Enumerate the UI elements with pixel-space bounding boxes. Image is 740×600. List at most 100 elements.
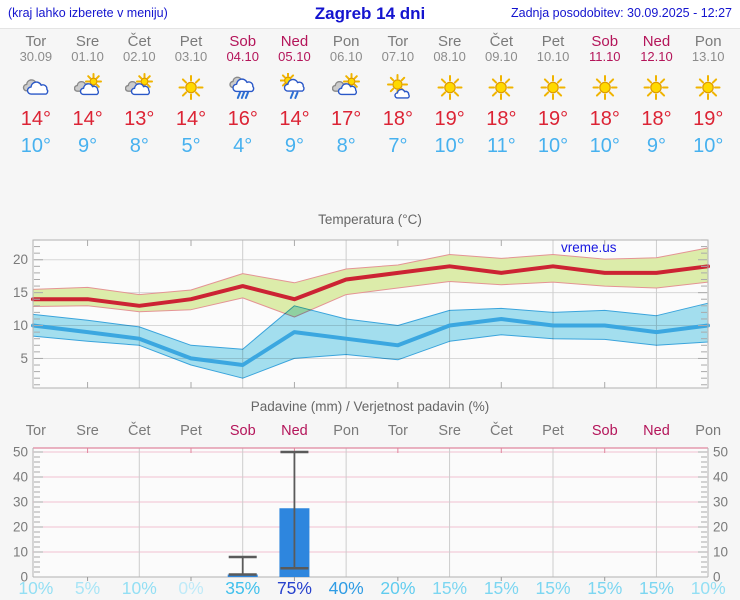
low-temp: 7° — [388, 135, 408, 157]
high-temp: 18° — [589, 108, 620, 130]
low-temp: 9° — [646, 135, 667, 157]
precip-day-label: Sre — [76, 423, 99, 439]
precip-probability: 15% — [432, 578, 468, 598]
vreme-us-link[interactable]: vreme.us — [561, 240, 617, 255]
low-temp: 5° — [181, 135, 201, 157]
temp-axis-label: 5 — [20, 351, 28, 366]
day-column: Čet 09.10 18° 11° — [475, 33, 527, 157]
high-temp: 18° — [641, 108, 672, 130]
temp-axis-label: 10 — [13, 318, 28, 333]
rainy-icon — [229, 73, 257, 101]
sun-rain-icon — [280, 72, 308, 101]
precip-probability: 20% — [380, 578, 416, 598]
precip-axis-label-left: 40 — [13, 470, 28, 485]
precip-day-label: Čet — [490, 423, 513, 439]
high-temp: 19° — [693, 108, 724, 130]
precip-probability: 10% — [121, 578, 157, 598]
high-temp: 19° — [434, 108, 465, 130]
temperature-chart: 5 10 15 20 vreme.us — [13, 239, 710, 389]
day-name: Pon — [694, 33, 722, 50]
precip-axis-label-left: 10 — [13, 545, 28, 560]
day-date: 06.10 — [329, 49, 363, 64]
precip-probability: 40% — [328, 578, 364, 598]
precip-day-label: Čet — [128, 423, 151, 439]
day-date: 30.09 — [19, 49, 53, 64]
temp-axis-label: 15 — [13, 285, 28, 300]
low-temp: 8° — [129, 135, 149, 157]
low-temp: 9° — [78, 135, 98, 157]
precip-day-label: Sob — [229, 423, 256, 439]
precip-probability: 5% — [74, 578, 101, 598]
low-temp: 4° — [233, 135, 253, 157]
day-name: Pet — [541, 33, 565, 50]
high-temp: 13° — [124, 108, 155, 130]
day-column: Pon 13.10 19° 10° — [682, 33, 734, 157]
precip-day-label: Pet — [542, 423, 564, 439]
day-column: Tor 07.10 18° 7° — [372, 33, 424, 157]
precip-day-label: Sob — [591, 423, 618, 439]
day-name: Ned — [280, 33, 309, 50]
precip-day-label: Sre — [438, 423, 461, 439]
sunny-icon — [694, 73, 722, 101]
precip-day-label: Pon — [333, 423, 360, 439]
cloudy-icon — [22, 73, 50, 101]
low-temp: 10° — [537, 135, 569, 157]
day-column: Ned 05.10 14° 9° — [269, 33, 321, 157]
high-temp: 19° — [537, 108, 569, 130]
day-column: Pet 03.10 14° 5° — [165, 33, 217, 157]
low-temp: 11° — [486, 135, 516, 157]
high-temp: 14° — [20, 108, 51, 130]
day-name: Sob — [229, 33, 257, 50]
high-temp: 18° — [382, 108, 414, 130]
mostly-sunny-icon — [384, 73, 412, 101]
high-temp: 16° — [227, 108, 258, 130]
day-date: 10.10 — [536, 49, 570, 64]
sunny-icon — [539, 73, 567, 101]
sunny-icon — [487, 73, 515, 101]
precipitation-chart: 0 0 10 10 20 20 30 30 40 40 50 50 — [13, 445, 728, 583]
low-temp: 9° — [284, 135, 305, 157]
precip-axis-label-right: 50 — [713, 445, 728, 460]
low-temp: 10° — [434, 135, 465, 157]
precip-probability: 15% — [483, 578, 519, 598]
high-temp: 18° — [486, 108, 517, 130]
temp-axis-label: 20 — [13, 252, 28, 267]
day-name: Pon — [332, 33, 360, 50]
precip-day-label: Pet — [180, 423, 202, 439]
precip-axis-label-left: 50 — [13, 445, 28, 460]
precip-probability: 0% — [178, 578, 204, 598]
day-column: Sre 08.10 19° 10° — [424, 33, 476, 157]
precip-day-label: Ned — [281, 423, 308, 439]
sunny-icon — [591, 73, 619, 101]
partly-sunny-icon — [73, 73, 102, 101]
precip-probability: 75% — [276, 578, 312, 598]
day-name: Čet — [489, 33, 513, 50]
day-date: 11.10 — [588, 49, 621, 64]
low-temp: 10° — [20, 135, 51, 157]
day-date: 02.10 — [123, 49, 156, 64]
precip-probability-row: 10% 5% 10% 0% 35% 75% 40% 20% 15% 15% 15% 15% 15% 10% — [10, 577, 734, 599]
day-date: 01.10 — [71, 49, 104, 64]
day-name: Ned — [642, 33, 671, 50]
sunny-icon — [436, 73, 464, 101]
partly-sunny-icon — [125, 73, 154, 101]
day-name: Sre — [75, 33, 100, 50]
high-temp: 17° — [331, 108, 362, 130]
precip-probability: 15% — [587, 578, 623, 598]
day-column: Sre 01.10 14° 9° — [62, 33, 114, 157]
high-temp: 14° — [175, 108, 207, 130]
low-temp: 8° — [336, 135, 356, 157]
precip-axis-label-right: 30 — [713, 495, 728, 510]
day-column: Sob 11.10 18° 10° — [579, 33, 631, 157]
day-column: Čet 02.10 13° 8° — [113, 33, 165, 157]
precip-day-label: Pon — [695, 423, 722, 439]
day-date: 12.10 — [640, 49, 673, 64]
day-column: Sob 04.10 16° 4° — [217, 33, 269, 157]
day-date: 09.10 — [485, 49, 518, 64]
precip-day-labels: Tor Sre Čet Pet Sob Ned Pon Tor Sre Čet Pet Sob Ned P… — [10, 423, 734, 440]
day-date: 13.10 — [691, 49, 725, 64]
precip-probability: 15% — [638, 578, 674, 598]
day-date: 05.10 — [278, 49, 311, 64]
precip-axis-label-right: 40 — [713, 470, 728, 485]
day-name: Tor — [387, 33, 409, 50]
